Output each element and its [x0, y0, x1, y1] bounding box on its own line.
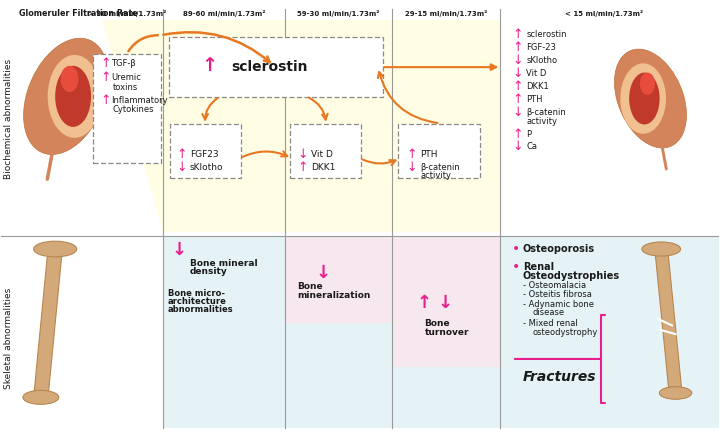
Text: ↑: ↑	[100, 57, 111, 70]
Ellipse shape	[621, 64, 666, 134]
Text: - Mixed renal: - Mixed renal	[523, 318, 577, 327]
Text: Vit D: Vit D	[526, 69, 546, 78]
Ellipse shape	[24, 39, 108, 155]
Polygon shape	[654, 249, 682, 393]
Text: Bone mineral: Bone mineral	[190, 258, 258, 267]
Text: Osteoporosis: Osteoporosis	[523, 244, 595, 254]
Text: 29-15 ml/min/1.73m²: 29-15 ml/min/1.73m²	[405, 10, 487, 17]
Polygon shape	[34, 249, 63, 398]
Text: abnormalities: abnormalities	[168, 304, 233, 314]
Text: osteodystrophy: osteodystrophy	[532, 327, 598, 336]
Text: Fractures: Fractures	[523, 369, 596, 383]
Text: sKlotho: sKlotho	[526, 56, 557, 65]
Text: sKlotho: sKlotho	[190, 162, 223, 171]
Text: •: •	[512, 260, 521, 274]
Text: ↑: ↑	[513, 28, 523, 40]
Text: turnover: turnover	[425, 327, 469, 336]
Text: ↓: ↓	[513, 106, 523, 119]
Text: disease: disease	[532, 307, 564, 317]
Text: ↑: ↑	[513, 80, 523, 93]
Text: - Osteitis fibrosa: - Osteitis fibrosa	[523, 290, 592, 299]
Text: sclerostin: sclerostin	[231, 60, 307, 74]
Text: activity: activity	[420, 171, 451, 180]
Text: density: density	[190, 267, 228, 276]
Text: Biochemical abnormalities: Biochemical abnormalities	[4, 58, 13, 178]
Text: ↓: ↓	[513, 54, 523, 67]
Text: ↑: ↑	[513, 93, 523, 106]
Text: - Adynamic bone: - Adynamic bone	[523, 300, 594, 308]
Text: toxins: toxins	[112, 83, 138, 92]
Text: architecture: architecture	[168, 297, 227, 305]
Text: Inflammatory: Inflammatory	[111, 95, 168, 105]
Text: Bone micro-: Bone micro-	[168, 289, 225, 297]
Ellipse shape	[60, 67, 78, 93]
Text: ↑: ↑	[177, 147, 187, 160]
Text: ↓: ↓	[177, 160, 187, 173]
Bar	[284, 237, 392, 323]
Text: Osteodystrophies: Osteodystrophies	[523, 271, 620, 281]
Text: DKK1: DKK1	[311, 162, 336, 171]
Ellipse shape	[660, 387, 692, 399]
Text: ↑: ↑	[513, 127, 523, 141]
Text: - Osteomalacia: - Osteomalacia	[523, 281, 586, 290]
FancyBboxPatch shape	[93, 55, 161, 163]
Text: FGF-23: FGF-23	[526, 42, 557, 52]
Text: DKK1: DKK1	[526, 82, 549, 91]
Bar	[392, 237, 500, 367]
FancyBboxPatch shape	[168, 38, 383, 98]
FancyBboxPatch shape	[398, 124, 480, 179]
Text: Cytokines: Cytokines	[112, 105, 154, 114]
Text: ↑: ↑	[513, 41, 523, 53]
Text: PTH: PTH	[526, 95, 543, 104]
Bar	[163, 237, 719, 428]
Ellipse shape	[629, 74, 660, 125]
Text: Glomeruler Filtration Rate: Glomeruler Filtration Rate	[19, 9, 138, 18]
Text: < 15 ml/min/1.73m²: < 15 ml/min/1.73m²	[564, 10, 643, 17]
Text: FGF23: FGF23	[190, 149, 219, 158]
Text: ↓: ↓	[513, 67, 523, 80]
Ellipse shape	[640, 74, 655, 95]
Text: activity: activity	[526, 117, 557, 126]
Text: ↑: ↑	[406, 147, 417, 160]
Text: > 90 ml/min/1.73m²: > 90 ml/min/1.73m²	[88, 10, 166, 17]
Text: TGF-β: TGF-β	[111, 59, 136, 68]
Text: Ca: Ca	[526, 141, 537, 150]
Text: Skeletal abnormalities: Skeletal abnormalities	[4, 287, 13, 388]
Text: ↓: ↓	[406, 160, 417, 173]
FancyBboxPatch shape	[290, 124, 361, 179]
FancyBboxPatch shape	[170, 124, 241, 179]
Text: P: P	[526, 130, 531, 138]
Text: mineralization: mineralization	[297, 290, 371, 299]
Text: β-catenin: β-catenin	[420, 162, 460, 171]
Text: ↑: ↑	[201, 57, 217, 75]
Text: ↓: ↓	[513, 139, 523, 152]
Text: Vit D: Vit D	[311, 149, 333, 158]
Text: Bone: Bone	[425, 318, 450, 327]
Text: β-catenin: β-catenin	[526, 108, 566, 117]
Text: Bone: Bone	[297, 282, 323, 290]
Text: •: •	[512, 242, 521, 256]
Text: ↑: ↑	[297, 160, 308, 173]
Text: ↓: ↓	[437, 293, 452, 311]
Text: ↓: ↓	[297, 147, 308, 160]
Text: 59-30 ml/min/1.73m²: 59-30 ml/min/1.73m²	[297, 10, 379, 17]
Ellipse shape	[642, 242, 680, 257]
Text: Renal: Renal	[523, 262, 554, 272]
Ellipse shape	[23, 391, 59, 404]
Polygon shape	[102, 21, 500, 232]
Text: PTH: PTH	[420, 149, 438, 158]
Text: 89-60 ml/min/1.73m²: 89-60 ml/min/1.73m²	[183, 10, 265, 17]
Ellipse shape	[48, 56, 102, 138]
Text: ↓: ↓	[315, 263, 330, 281]
Text: Uremic: Uremic	[111, 73, 141, 82]
Text: sclerostin: sclerostin	[526, 29, 567, 39]
Ellipse shape	[55, 67, 91, 127]
Ellipse shape	[614, 50, 686, 148]
Ellipse shape	[34, 242, 77, 257]
Text: ↑: ↑	[100, 94, 111, 107]
Text: ↑: ↑	[417, 293, 432, 311]
Text: ↑: ↑	[100, 71, 111, 84]
Text: ↓: ↓	[171, 240, 186, 258]
